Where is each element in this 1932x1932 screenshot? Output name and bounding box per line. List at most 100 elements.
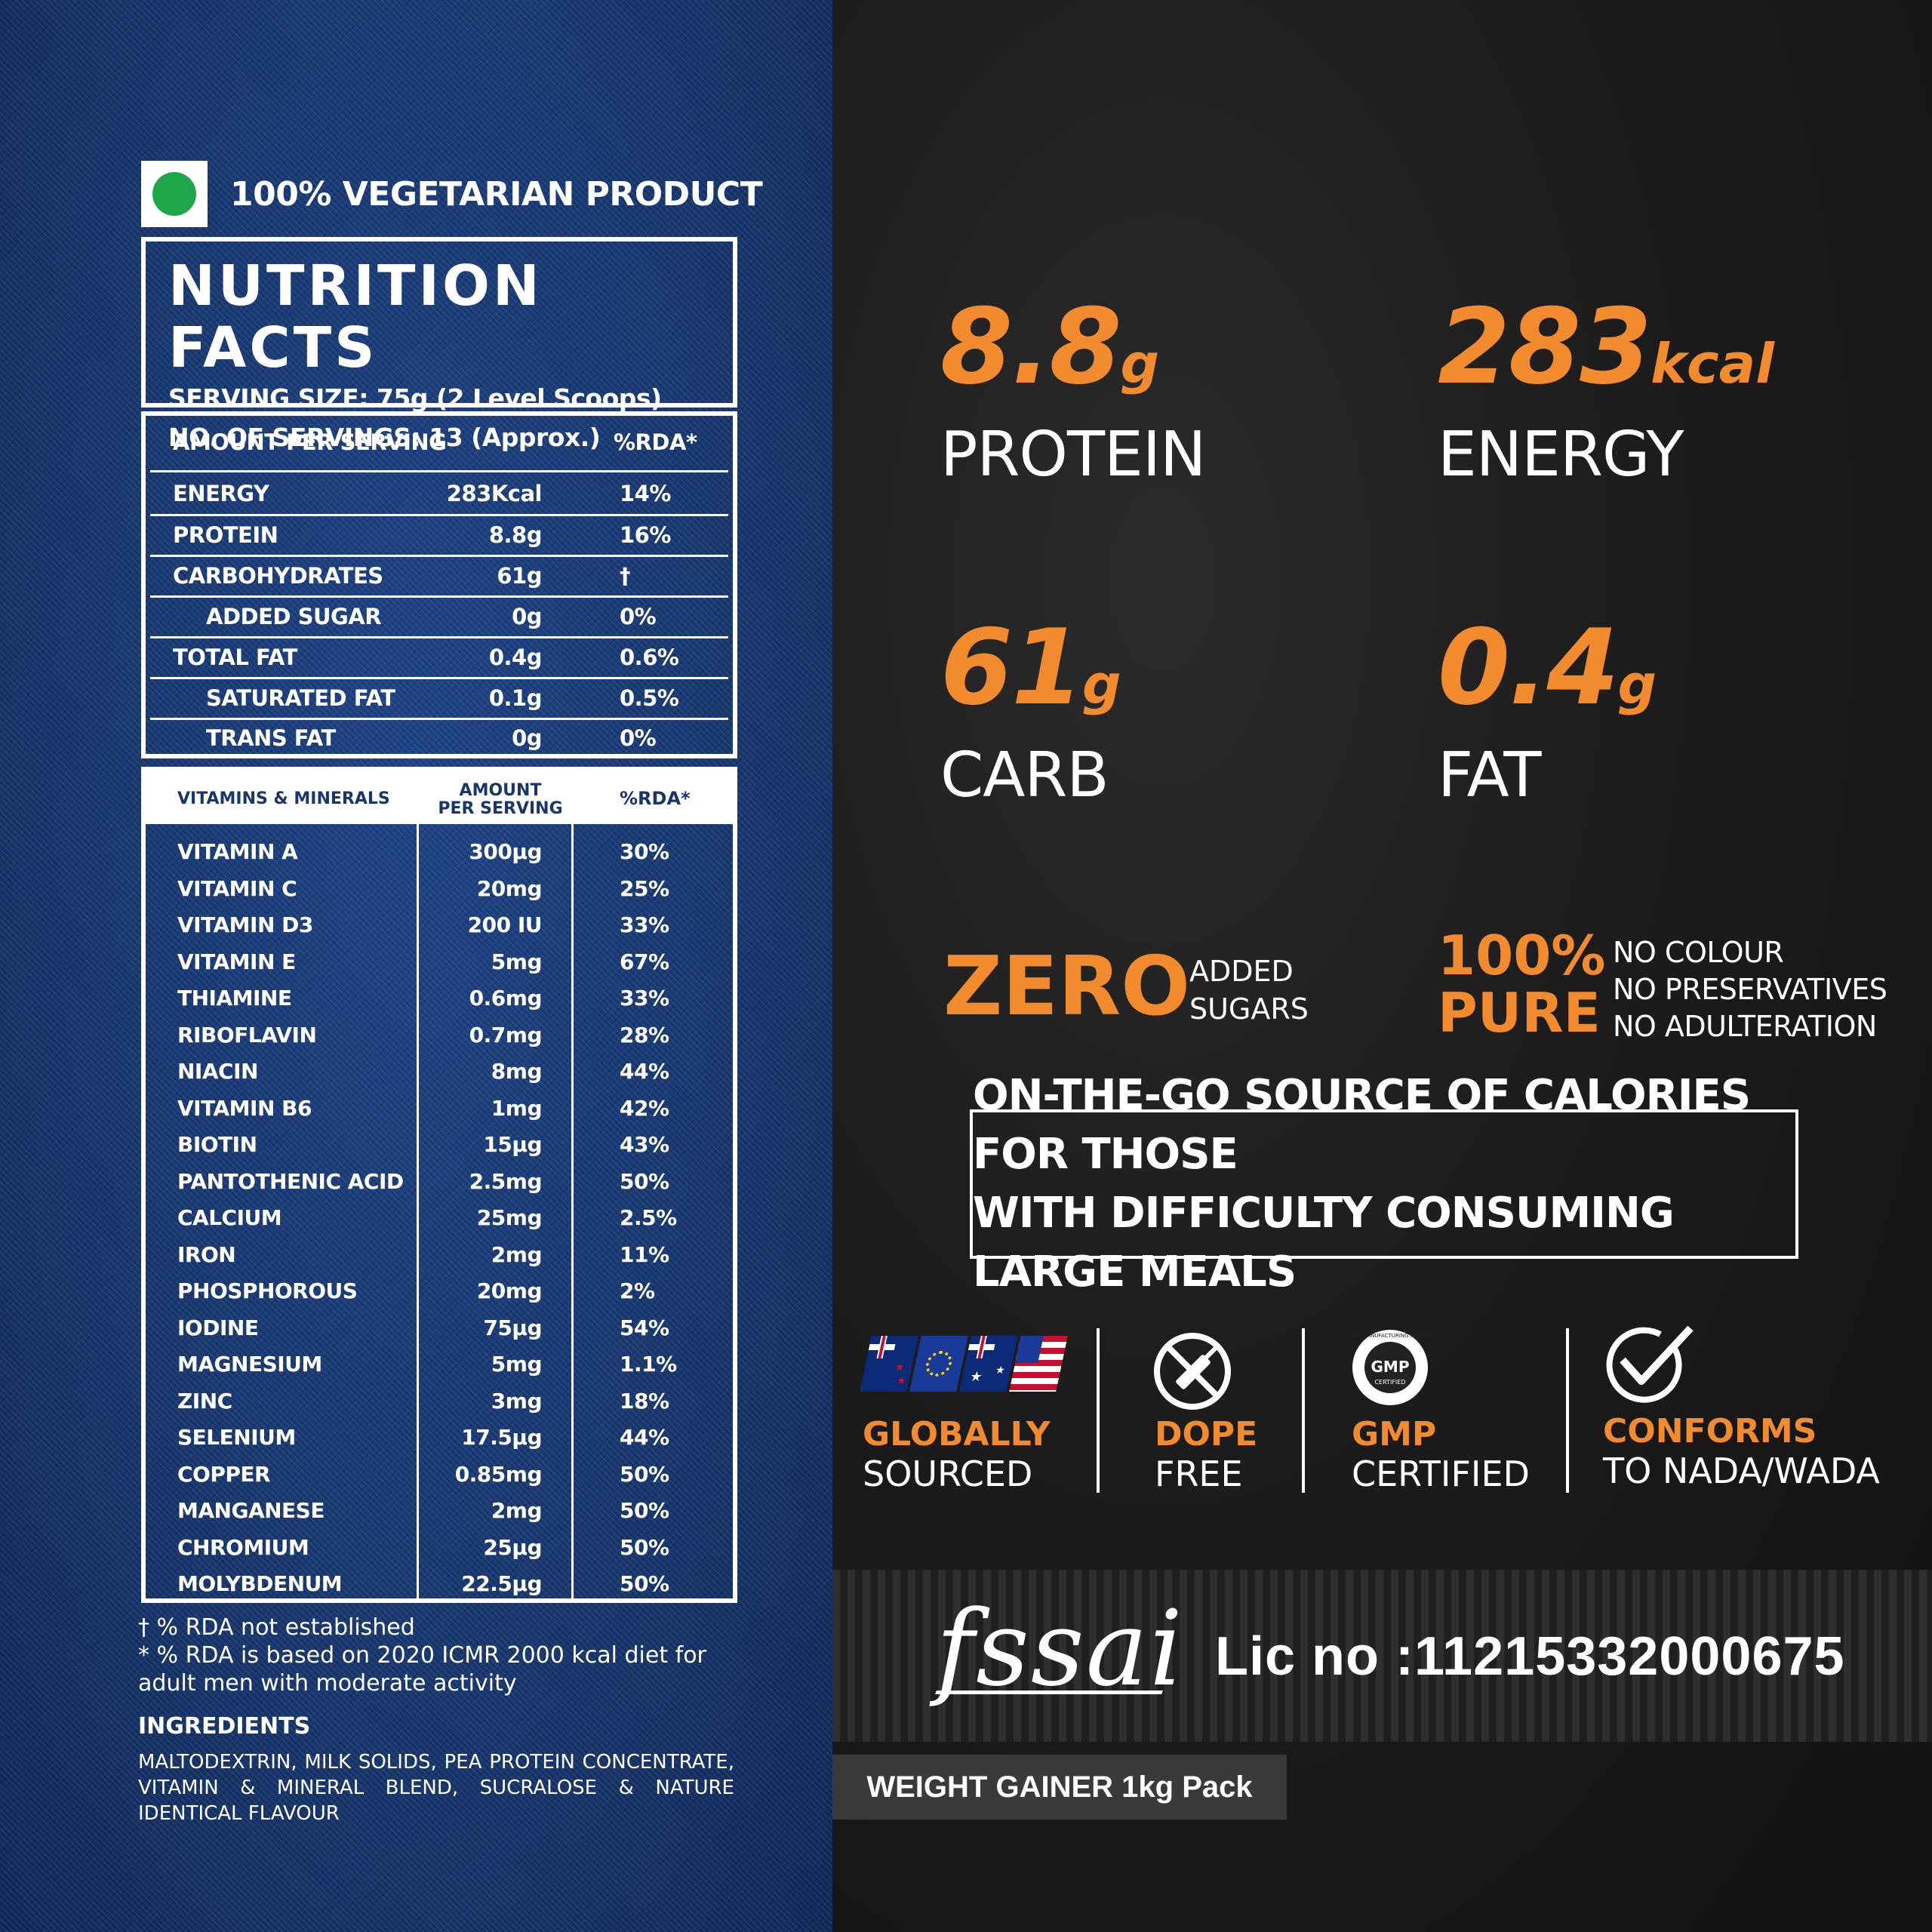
vitamin-rda: 54%	[620, 1315, 669, 1340]
vitamin-amount: 300µg	[469, 839, 542, 864]
vitamins-header: VITAMINS & MINERALS AMOUNT PER SERVING %…	[146, 771, 733, 824]
vitamin-row: PHOSPHOROUS 20mg 2%	[146, 1272, 733, 1309]
vitamin-name: CHROMIUM	[177, 1534, 309, 1560]
badge-globally-sourced: GLOBALLY SOURCED	[863, 1415, 1051, 1495]
vitamin-rda: 11%	[620, 1241, 669, 1267]
vitamin-rda: 18%	[620, 1388, 669, 1414]
vitamin-name: PANTOTHENIC ACID	[177, 1168, 404, 1194]
vitamin-rda: 2.5%	[620, 1205, 677, 1230]
badge-gmp-certified: GMP CERTIFIED	[1352, 1415, 1530, 1495]
vitamin-row: CALCIUM 25mg 2.5%	[146, 1199, 733, 1235]
veg-label: 100% VEGETARIAN PRODUCT	[230, 174, 763, 214]
vitamin-amount: 200 IU	[467, 912, 543, 937]
badge-dope-free: DOPE FREE	[1155, 1415, 1258, 1495]
flags-icon: ★ ★ ★ ★	[860, 1336, 1068, 1392]
vitamin-name: MANGANESE	[177, 1498, 325, 1523]
nutrition-title: NUTRITION FACTS	[168, 254, 543, 380]
vitamin-row: BIOTIN 15µg 43%	[146, 1126, 733, 1162]
vitamin-amount: 75µg	[483, 1315, 542, 1340]
fat-stat: 0.4g FAT	[1438, 607, 1657, 811]
svg-text:GMP: GMP	[1371, 1358, 1410, 1376]
energy-stat: 283kcal ENERGY	[1438, 286, 1774, 491]
vitamin-amount: 1mg	[491, 1095, 543, 1121]
vitamin-name: PHOSPHOROUS	[177, 1278, 358, 1303]
zero-sub: ADDED SUGARS	[1189, 955, 1309, 1026]
vitamin-rda: 50%	[620, 1534, 669, 1560]
zero-label: ZERO	[943, 940, 1191, 1034]
callout-box: ON-THE-GO SOURCE OF CALORIES FOR THOSE W…	[970, 1071, 1798, 1297]
vitamin-rda: 42%	[620, 1095, 669, 1121]
vitamin-row: COPPER 0.85mg 50%	[146, 1456, 733, 1492]
svg-text:CERTIFIED: CERTIFIED	[1374, 1379, 1405, 1386]
vitamin-amount: 0.7mg	[469, 1022, 543, 1048]
vitamin-name: SELENIUM	[177, 1425, 296, 1450]
vitamin-row: VITAMIN A 300µg 30%	[146, 833, 733, 869]
vitamin-row: VITAMIN B6 1mg 42%	[146, 1090, 733, 1126]
vitamin-amount: 20mg	[476, 875, 543, 901]
vitamin-name: THIAMINE	[177, 986, 292, 1011]
vitamin-rda: 50%	[620, 1571, 669, 1596]
vitamin-amount: 5mg	[491, 949, 543, 974]
vitamin-rda: 50%	[620, 1461, 669, 1487]
vitamin-name: RIBOFLAVIN	[177, 1022, 317, 1048]
fssai-underline	[935, 1690, 1163, 1694]
vitamin-rda: 2%	[620, 1278, 655, 1303]
table-row: SATURATED FAT 0.1g 0.5%	[206, 685, 679, 711]
table-row: TOTAL FAT 0.4g 0.6%	[173, 645, 679, 670]
ingredients-text: MALTODEXTRIN, MILK SOLIDS, PEA PROTEIN C…	[138, 1751, 734, 1825]
vitamin-row: VITAMIN D3 200 IU 33%	[146, 906, 733, 943]
servings-count: NO. OF SERVINGS: 13 (Approx.)	[168, 423, 601, 452]
vitamin-row: PANTOTHENIC ACID 2.5mg 50%	[146, 1163, 733, 1199]
vitamins-table: VITAMINS & MINERALS AMOUNT PER SERVING %…	[141, 767, 737, 1603]
protein-stat: 8.8g PROTEIN	[940, 286, 1206, 491]
vitamin-row: CHROMIUM 25µg 50%	[146, 1529, 733, 1565]
vitamin-row: RIBOFLAVIN 0.7mg 28%	[146, 1017, 733, 1053]
vitamin-row: MANGANESE 2mg 50%	[146, 1492, 733, 1528]
check-circle-icon	[1606, 1325, 1694, 1403]
vitamin-name: IRON	[177, 1241, 236, 1267]
vitamin-rda: 67%	[620, 949, 669, 974]
pure-label: 100% PURE	[1438, 924, 1606, 1044]
vitamin-row: MAGNESIUM 5mg 1.1%	[146, 1346, 733, 1382]
carb-stat: 61g CARB	[940, 607, 1121, 811]
table-row: TRANS FAT 0g 0%	[206, 725, 657, 751]
vitamin-row: THIAMINE 0.6mg 33%	[146, 980, 733, 1016]
vitamin-row: SELENIUM 17.5µg 44%	[146, 1419, 733, 1455]
fssai-logo: fssai	[936, 1588, 1185, 1709]
nutrition-table: AMOUNT PER SERVING %RDA* ENERGY 283Kcal …	[141, 411, 737, 758]
svg-text:GOOD MANUFACTURING PRACTICE: GOOD MANUFACTURING PRACTICE	[1349, 1333, 1431, 1339]
vitamin-name: ZINC	[177, 1388, 232, 1414]
table-row: PROTEIN 8.8g 16%	[173, 522, 671, 548]
vitamin-name: MOLYBDENUM	[177, 1571, 343, 1596]
vitamin-row: IODINE 75µg 54%	[146, 1309, 733, 1346]
table-row: ADDED SUGAR 0g 0%	[206, 604, 657, 629]
vitamin-rda: 43%	[620, 1132, 669, 1157]
vitamin-amount: 2.5mg	[469, 1168, 543, 1194]
gmp-seal-icon: GMP CERTIFIED GOOD MANUFACTURING PRACTIC…	[1349, 1330, 1431, 1405]
vitamin-rda: 30%	[620, 839, 669, 864]
vitamin-amount: 3mg	[491, 1388, 543, 1414]
vitamin-amount: 25µg	[483, 1534, 542, 1560]
vitamin-amount: 5mg	[491, 1352, 543, 1377]
vitamin-amount: 0.6mg	[469, 986, 543, 1011]
vitamin-rda: 1.1%	[620, 1352, 677, 1377]
vitamin-rda: 50%	[620, 1168, 669, 1194]
serving-size: SERVING SIZE: 75g (2 Level Scoops)	[168, 383, 662, 413]
vitamin-name: VITAMIN E	[177, 949, 296, 974]
vitamin-amount: 22.5µg	[461, 1571, 542, 1596]
vitamin-rda: 44%	[620, 1059, 669, 1084]
table-header: AMOUNT PER SERVING %RDA*	[146, 416, 733, 469]
vitamin-name: COPPER	[177, 1461, 271, 1487]
vitamin-rda: 50%	[620, 1498, 669, 1523]
vitamin-name: VITAMIN A	[177, 839, 298, 864]
vitamin-rda: 33%	[620, 986, 669, 1011]
vitamin-amount: 20mg	[476, 1278, 543, 1303]
table-row: CARBOHYDRATES 61g †	[173, 563, 631, 589]
vitamin-rda: 28%	[620, 1022, 669, 1048]
vitamin-amount: 0.85mg	[454, 1461, 543, 1487]
license-number: Lic no :11215332000675	[1215, 1626, 1845, 1687]
pure-sub: NO COLOUR NO PRESERVATIVES NO ADULTERATION	[1613, 936, 1887, 1043]
vitamin-rda: 44%	[620, 1425, 669, 1450]
vitamin-rda: 25%	[620, 875, 669, 901]
vitamin-row: NIACIN 8mg 44%	[146, 1053, 733, 1089]
